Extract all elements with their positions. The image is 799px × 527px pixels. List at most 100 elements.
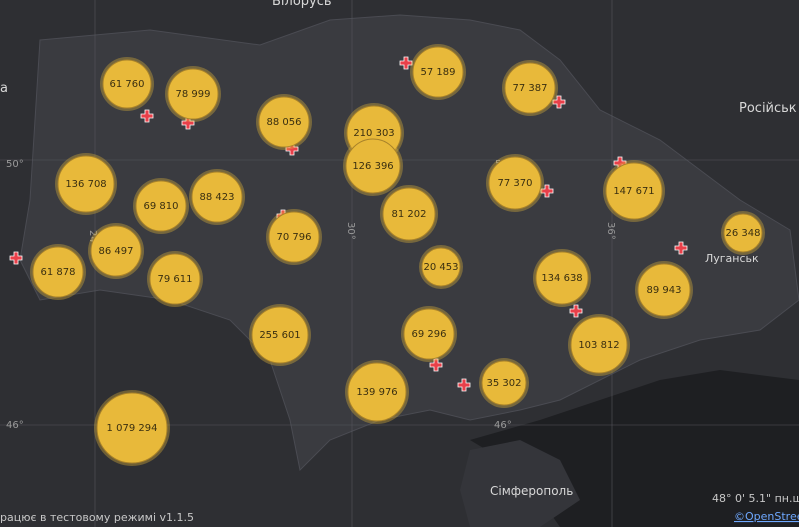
cluster-label: 210 303 bbox=[353, 128, 394, 139]
cluster-circle bbox=[32, 246, 84, 298]
hospital-marker[interactable] bbox=[429, 358, 443, 372]
cluster-circle bbox=[421, 247, 461, 287]
graticule-label: 46° bbox=[6, 420, 24, 431]
hospital-marker[interactable] bbox=[181, 116, 195, 130]
cluster-circle bbox=[90, 225, 142, 277]
cluster-circle bbox=[605, 162, 663, 220]
attribution-link[interactable]: ©OpenStree bbox=[734, 510, 799, 523]
cluster[interactable]: 147 671 bbox=[603, 160, 665, 222]
cluster-circle bbox=[412, 46, 464, 98]
hospital-marker[interactable] bbox=[399, 56, 413, 70]
cluster-circle bbox=[535, 251, 589, 305]
cluster[interactable]: 69 810 bbox=[133, 178, 189, 234]
cluster-circle bbox=[382, 187, 436, 241]
cluster-circle bbox=[347, 362, 407, 422]
cluster-label: 255 601 bbox=[259, 330, 300, 341]
graticule-label: 46° bbox=[494, 420, 512, 431]
place-label: а bbox=[0, 81, 8, 96]
graticule-label: 24° bbox=[87, 230, 98, 248]
cluster-label: 26 348 bbox=[726, 228, 761, 239]
cluster-label: 136 708 bbox=[65, 179, 106, 190]
cluster-circle bbox=[251, 306, 309, 364]
cluster-label: 70 796 bbox=[277, 232, 312, 243]
place-label: Луганськ bbox=[705, 252, 759, 265]
cluster[interactable]: 86 497 bbox=[88, 223, 144, 279]
hospital-marker[interactable] bbox=[569, 304, 583, 318]
hospital-marker[interactable] bbox=[140, 109, 154, 123]
cluster[interactable]: 69 296 bbox=[401, 306, 457, 362]
cluster[interactable]: 79 611 bbox=[147, 251, 203, 307]
cluster-circle bbox=[149, 253, 201, 305]
cluster-circle bbox=[723, 213, 763, 253]
cluster-label: 86 497 bbox=[99, 246, 134, 257]
cluster-circle bbox=[268, 211, 320, 263]
hospital-marker[interactable] bbox=[552, 95, 566, 109]
cluster[interactable]: 77 387 bbox=[502, 60, 558, 116]
cluster-circle bbox=[403, 308, 455, 360]
place-label: Сімферополь bbox=[490, 484, 573, 498]
cluster-label: 88 423 bbox=[200, 192, 235, 203]
cluster-label: 78 999 bbox=[176, 89, 211, 100]
cluster-label: 81 202 bbox=[392, 209, 427, 220]
cluster-label: 57 189 bbox=[421, 67, 456, 78]
cluster-circle bbox=[345, 138, 401, 194]
cluster[interactable]: 134 638 bbox=[533, 249, 591, 307]
cluster[interactable]: 88 056 bbox=[256, 94, 312, 150]
cluster[interactable]: 78 999 bbox=[165, 66, 221, 122]
cluster-circle bbox=[570, 316, 628, 374]
cluster-label: 1 079 294 bbox=[107, 423, 158, 434]
graticule-label: 30° bbox=[345, 222, 356, 240]
cluster-label: 69 296 bbox=[412, 329, 447, 340]
cluster-label: 103 812 bbox=[578, 340, 619, 351]
cluster-label: 20 453 bbox=[424, 262, 459, 273]
crimea bbox=[460, 440, 580, 527]
hospital-marker[interactable] bbox=[674, 241, 688, 255]
cluster[interactable]: 255 601 bbox=[249, 304, 311, 366]
cluster[interactable]: 70 796 bbox=[266, 209, 322, 265]
cluster-circle bbox=[481, 360, 527, 406]
cluster[interactable]: 126 396 bbox=[343, 136, 403, 196]
graticule-label: 50° bbox=[6, 159, 24, 170]
place-label: Білорусь bbox=[272, 0, 332, 9]
cluster[interactable]: 89 943 bbox=[635, 261, 693, 319]
hospital-marker[interactable] bbox=[540, 184, 554, 198]
cluster[interactable]: 57 189 bbox=[410, 44, 466, 100]
cluster[interactable]: 81 202 bbox=[380, 185, 438, 243]
cluster-circle bbox=[102, 59, 152, 109]
cluster-circle bbox=[57, 155, 115, 213]
cluster-circle bbox=[191, 171, 243, 223]
cluster-label: 69 810 bbox=[144, 201, 179, 212]
cluster[interactable]: 35 302 bbox=[479, 358, 529, 408]
cluster[interactable]: 1 079 294 bbox=[94, 390, 170, 466]
cluster-label: 77 387 bbox=[513, 83, 548, 94]
cluster-circle bbox=[167, 68, 219, 120]
cluster[interactable]: 136 708 bbox=[55, 153, 117, 215]
cluster[interactable]: 139 976 bbox=[345, 360, 409, 424]
cluster-bubbles: 61 760 78 999 88 056 210 303 57 189 77 387 126… bbox=[30, 44, 765, 466]
cluster-circle bbox=[504, 62, 556, 114]
cluster-label: 35 302 bbox=[487, 378, 522, 389]
hospital-marker[interactable] bbox=[9, 251, 23, 265]
cluster-circle bbox=[135, 180, 187, 232]
cluster-label: 147 671 bbox=[613, 186, 654, 197]
cluster-circle bbox=[637, 263, 691, 317]
cluster-circle bbox=[258, 96, 310, 148]
cluster[interactable]: 61 878 bbox=[30, 244, 86, 300]
cluster-label: 77 370 bbox=[498, 178, 533, 189]
place-label: Російськ bbox=[739, 101, 797, 116]
cluster[interactable]: 26 348 bbox=[721, 211, 765, 255]
cluster-label: 139 976 bbox=[356, 387, 397, 398]
coords-text: 48° 0' 5.1" пн.ш. bbox=[712, 492, 799, 505]
cluster-label: 79 611 bbox=[158, 274, 193, 285]
cluster[interactable]: 88 423 bbox=[189, 169, 245, 225]
cluster-label: 134 638 bbox=[541, 273, 582, 284]
hospital-marker[interactable] bbox=[457, 378, 471, 392]
cluster[interactable]: 77 370 bbox=[486, 154, 544, 212]
cluster-label: 126 396 bbox=[352, 161, 393, 172]
cluster[interactable]: 103 812 bbox=[568, 314, 630, 376]
cluster-label: 61 878 bbox=[41, 267, 76, 278]
cluster[interactable]: 20 453 bbox=[419, 245, 463, 289]
cluster-label: 88 056 bbox=[267, 117, 302, 128]
cluster[interactable]: 61 760 bbox=[100, 57, 154, 111]
cluster-circle bbox=[488, 156, 542, 210]
